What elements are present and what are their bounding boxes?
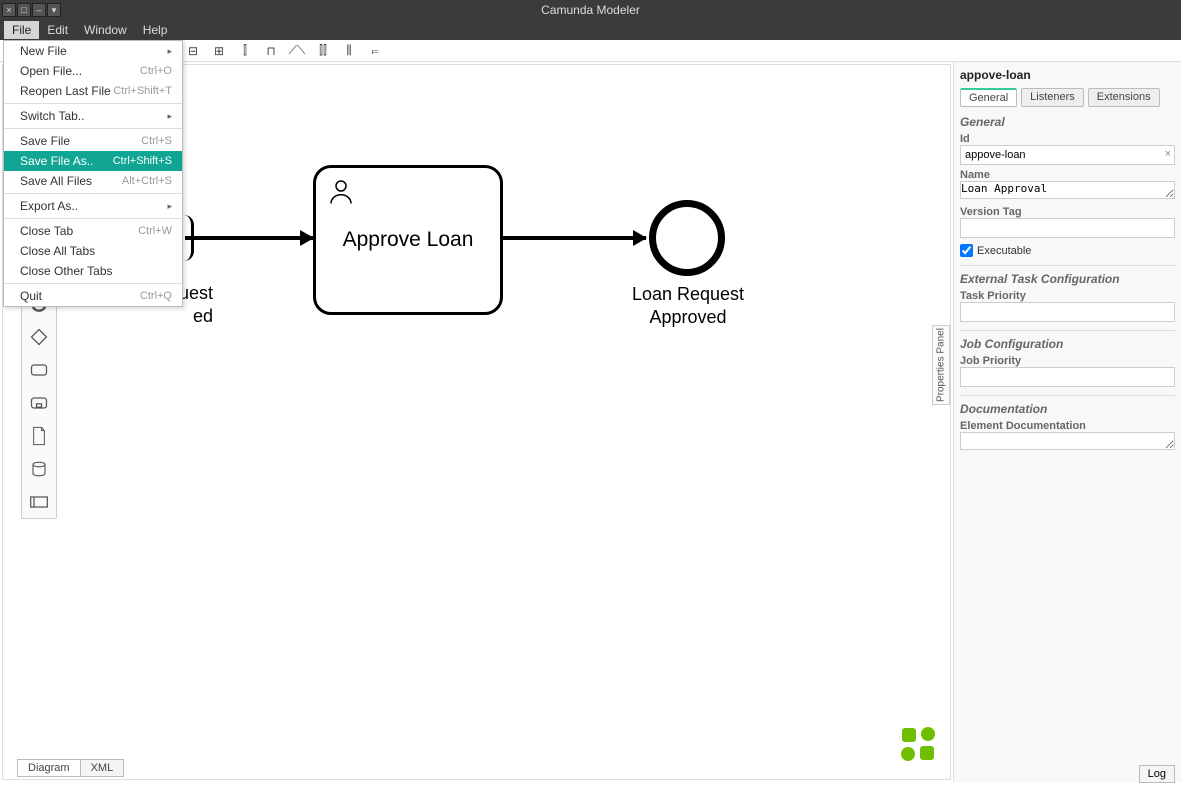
end-event-label: Loan Request Approved xyxy=(623,283,753,328)
input-id[interactable] xyxy=(960,145,1175,165)
menu-close-other-tabs[interactable]: Close Other Tabs xyxy=(4,261,182,281)
tab-xml[interactable]: XML xyxy=(80,759,125,777)
section-documentation: Documentation xyxy=(960,395,1175,416)
menu-separator xyxy=(4,128,182,129)
checkbox-executable[interactable] xyxy=(960,244,973,257)
toolbar-icon-1[interactable]: ⊟ xyxy=(186,44,200,58)
clear-id-icon[interactable]: × xyxy=(1165,148,1171,160)
section-job-config: Job Configuration xyxy=(960,330,1175,351)
menu-help[interactable]: Help xyxy=(135,21,176,39)
close-window-icon[interactable]: × xyxy=(2,3,16,17)
palette-task[interactable] xyxy=(22,353,56,386)
sequence-flow-2[interactable] xyxy=(503,236,646,240)
minimize-window-icon[interactable]: – xyxy=(32,3,46,17)
toolbar-icon-4[interactable]: ⊓ xyxy=(264,44,278,58)
menu-close-tab[interactable]: Close TabCtrl+W xyxy=(4,221,182,241)
props-tab-listeners[interactable]: Listeners xyxy=(1021,88,1084,107)
palette-gateway[interactable] xyxy=(22,320,56,353)
menu-close-all-tabs[interactable]: Close All Tabs xyxy=(4,241,182,261)
dropdown-window-icon[interactable]: ▾ xyxy=(47,3,61,17)
user-task-icon xyxy=(326,176,356,209)
props-element-title: appove-loan xyxy=(960,68,1175,82)
menu-open-file[interactable]: Open File...Ctrl+O xyxy=(4,61,182,81)
properties-panel-toggle[interactable]: Properties Panel xyxy=(932,325,950,405)
tab-diagram[interactable]: Diagram xyxy=(17,759,81,777)
titlebar: × □ – ▾ Camunda Modeler xyxy=(0,0,1181,20)
sequence-flow-1[interactable] xyxy=(185,236,313,240)
input-job-priority[interactable] xyxy=(960,367,1175,387)
menu-file[interactable]: File xyxy=(4,21,39,39)
label-element-documentation: Element Documentation xyxy=(960,420,1175,432)
toolbar-icon-5[interactable]: ⟋⟍ xyxy=(290,44,304,58)
menu-quit[interactable]: QuitCtrl+Q xyxy=(4,286,182,306)
palette-data-object[interactable] xyxy=(22,419,56,452)
label-task-priority: Task Priority xyxy=(960,290,1175,302)
props-tabs: General Listeners Extensions xyxy=(960,88,1175,107)
menu-save-file[interactable]: Save FileCtrl+S xyxy=(4,131,182,151)
menu-save-all[interactable]: Save All FilesAlt+Ctrl+S xyxy=(4,171,182,191)
window-title: Camunda Modeler xyxy=(541,3,640,17)
toolbar-icon-8[interactable]: ⫭ xyxy=(368,44,382,58)
menu-new-file[interactable]: New File▸ xyxy=(4,41,182,61)
input-version-tag[interactable] xyxy=(960,218,1175,238)
palette-data-store[interactable] xyxy=(22,452,56,485)
camunda-logo xyxy=(900,726,936,765)
props-tab-general[interactable]: General xyxy=(960,88,1017,107)
task-label: Approve Loan xyxy=(343,228,474,252)
section-general: General xyxy=(960,115,1175,129)
end-event[interactable] xyxy=(649,200,725,276)
menu-separator xyxy=(4,103,182,104)
toolbar-icon-3[interactable]: ⫿ xyxy=(238,44,252,58)
label-id: Id xyxy=(960,133,1175,145)
label-executable: Executable xyxy=(977,245,1031,257)
menu-separator xyxy=(4,218,182,219)
menu-window[interactable]: Window xyxy=(76,21,135,39)
palette-participant[interactable] xyxy=(22,485,56,518)
menu-separator xyxy=(4,283,182,284)
input-task-priority[interactable] xyxy=(960,302,1175,322)
toolbar-icon-6[interactable]: ⫿⫿ xyxy=(316,44,330,58)
menu-separator xyxy=(4,193,182,194)
label-name: Name xyxy=(960,169,1175,181)
maximize-window-icon[interactable]: □ xyxy=(17,3,31,17)
user-task-approve-loan[interactable]: Approve Loan xyxy=(313,165,503,315)
editor-tabs: Diagram XML xyxy=(17,759,123,777)
menu-edit[interactable]: Edit xyxy=(39,21,76,39)
properties-panel: appove-loan General Listeners Extensions… xyxy=(953,62,1181,782)
checkbox-executable-row: Executable xyxy=(960,244,1175,257)
palette-subprocess[interactable] xyxy=(22,386,56,419)
menu-reopen-last[interactable]: Reopen Last FileCtrl+Shift+T xyxy=(4,81,182,101)
toolbar-icon-7[interactable]: ⫼ xyxy=(342,44,356,58)
log-button[interactable]: Log xyxy=(1139,765,1175,783)
section-external-task: External Task Configuration xyxy=(960,265,1175,286)
menu-export-as[interactable]: Export As..▸ xyxy=(4,196,182,216)
label-version-tag: Version Tag xyxy=(960,206,1175,218)
input-name[interactable] xyxy=(960,181,1175,199)
menu-switch-tab[interactable]: Switch Tab..▸ xyxy=(4,106,182,126)
menubar: File Edit Window Help xyxy=(0,20,1181,40)
props-tab-extensions[interactable]: Extensions xyxy=(1088,88,1160,107)
toolbar-icon-2[interactable]: ⊞ xyxy=(212,44,226,58)
start-event-label: uest ed xyxy=(179,282,213,327)
label-job-priority: Job Priority xyxy=(960,355,1175,367)
menu-save-file-as[interactable]: Save File As..Ctrl+Shift+S xyxy=(4,151,182,171)
input-element-documentation[interactable] xyxy=(960,432,1175,450)
file-dropdown-menu: New File▸ Open File...Ctrl+O Reopen Last… xyxy=(3,40,183,307)
window-controls: × □ – ▾ xyxy=(0,3,62,17)
